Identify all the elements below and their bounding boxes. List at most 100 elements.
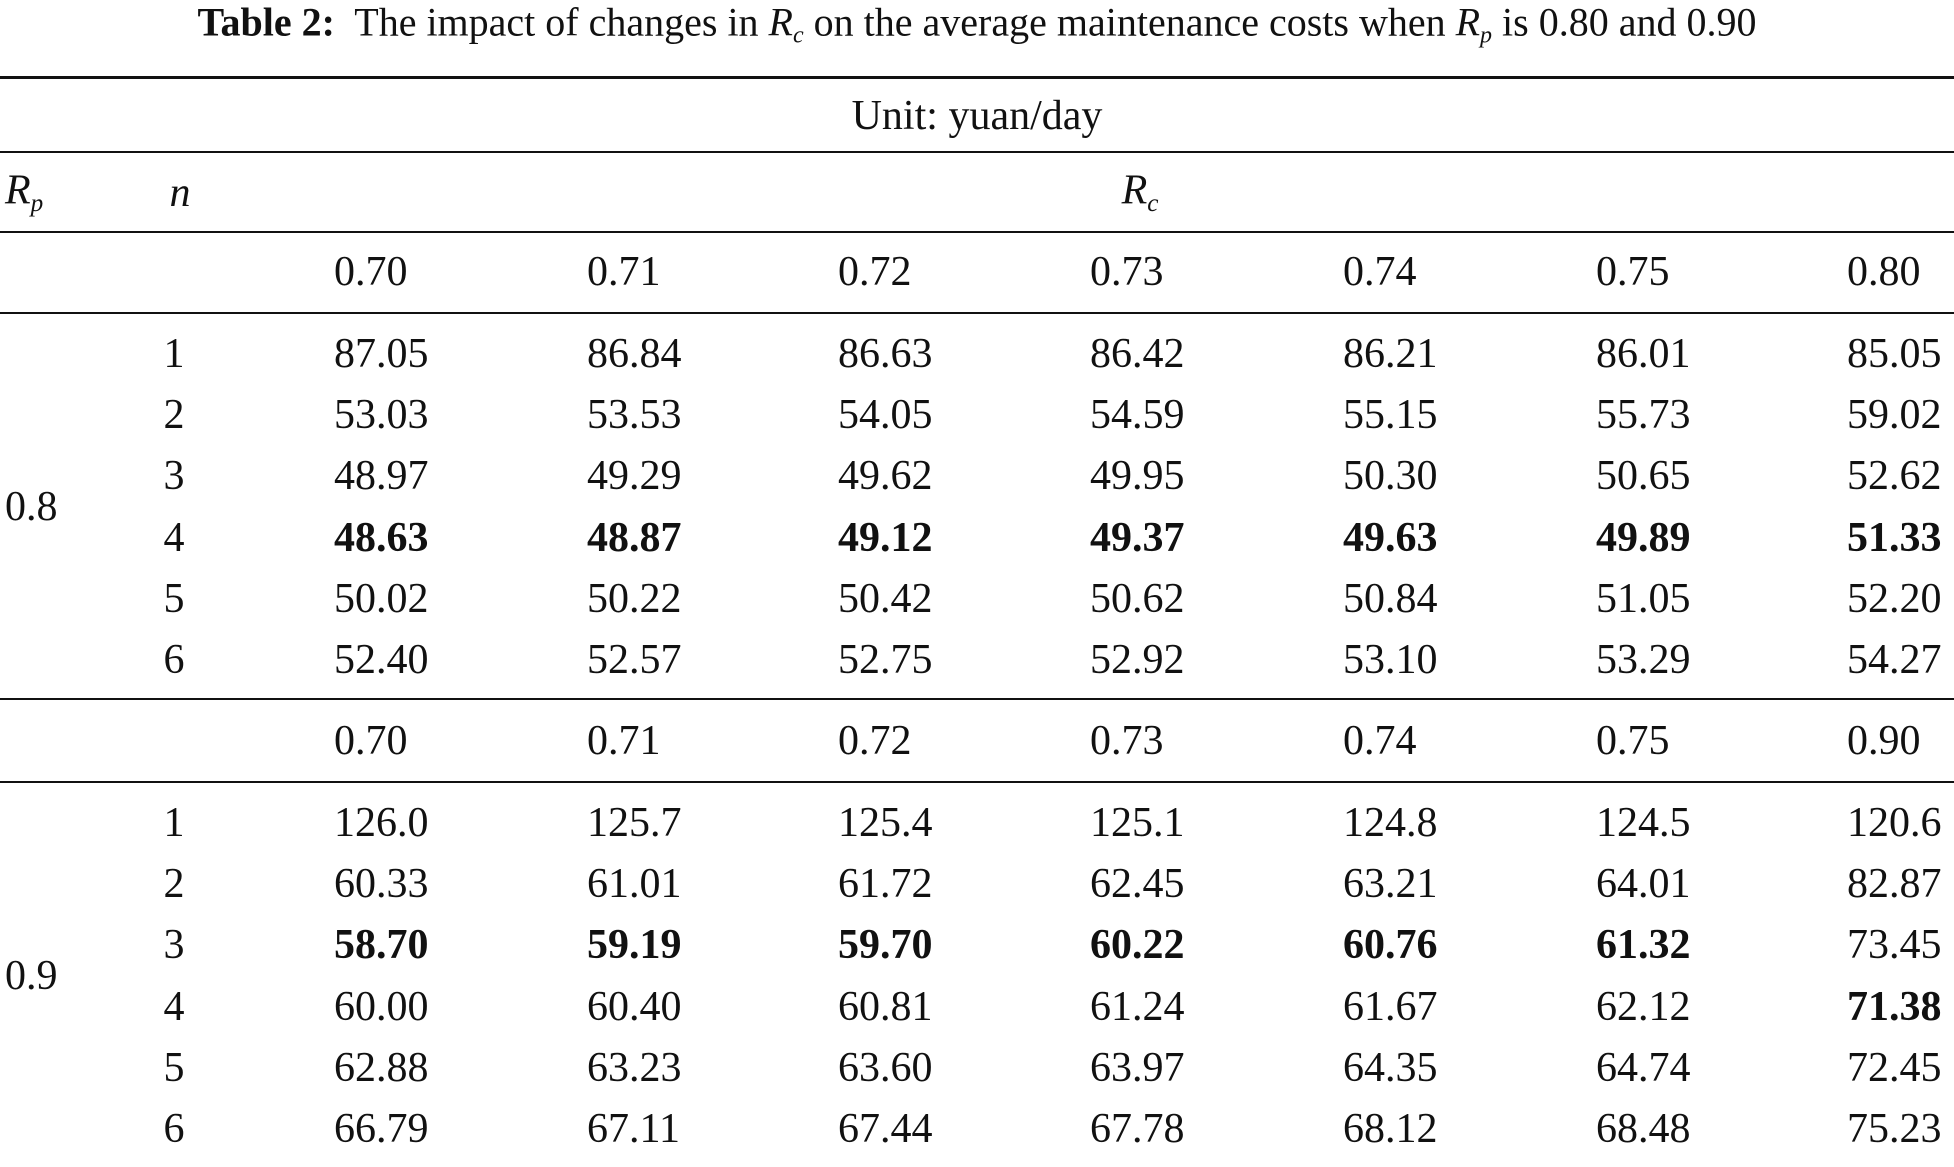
cell: 49.62 [838,453,933,500]
cell: 86.84 [587,331,682,377]
row-n: 1 [163,800,185,846]
column-header: 0.71 [587,249,661,295]
cell: 60.00 [334,983,429,1030]
cell: 64.35 [1343,1044,1438,1091]
symbol: R [5,167,31,214]
title-segment: c [792,22,804,49]
cell: 126.0 [334,800,429,846]
cell: 52.75 [838,637,933,683]
cell: 61.01 [587,861,682,908]
cell: 68.48 [1596,1106,1691,1152]
cell: 54.05 [838,392,933,439]
cell: 72.45 [1847,1044,1942,1091]
cell: 82.87 [1847,861,1942,908]
subscript: p [30,190,44,218]
rule [0,231,1954,233]
column-header: 0.90 [1847,718,1921,764]
cell: 67.11 [587,1106,680,1152]
rule [0,698,1954,700]
cell: 50.22 [587,575,682,622]
cell: 52.57 [587,637,682,683]
cell: 48.87 [587,514,682,561]
cell: 63.60 [838,1044,933,1091]
cell: 63.21 [1343,861,1438,908]
cell: 68.12 [1343,1106,1438,1152]
cell: 71.38 [1847,983,1942,1030]
cell: 60.33 [334,861,429,908]
cell: 53.53 [587,392,682,439]
cell: 61.32 [1596,922,1691,969]
cell: 51.33 [1847,514,1942,561]
row-n: 5 [163,1044,185,1091]
cell: 60.76 [1343,922,1438,969]
row-n: 3 [163,922,185,969]
rp-value: 0.9 [5,953,58,999]
cell: 86.42 [1090,331,1185,377]
cell: 63.97 [1090,1044,1185,1091]
row-n: 5 [163,575,185,622]
column-header: 0.74 [1343,718,1417,764]
cell: 125.1 [1090,800,1185,846]
cell: 85.05 [1847,331,1942,377]
row-n: 4 [163,514,185,561]
cell: 52.92 [1090,637,1185,683]
cell: 48.97 [334,453,429,500]
title-segment: The impact of changes in [354,0,769,45]
cell: 87.05 [334,331,429,377]
cell: 50.65 [1596,453,1691,500]
cell: 75.23 [1847,1106,1942,1152]
row-n: 3 [163,453,185,500]
subscript: c [1147,190,1159,218]
title-label: Table 2: [197,0,335,45]
rule [0,151,1954,153]
cell: 61.24 [1090,983,1185,1030]
rc-header: Rc [1122,170,1159,217]
cell: 86.01 [1596,331,1691,377]
cell: 51.05 [1596,575,1691,622]
cell: 53.10 [1343,637,1438,683]
symbol: n [169,170,191,216]
cell: 59.02 [1847,392,1942,439]
cell: 73.45 [1847,922,1942,969]
cell: 60.81 [838,983,933,1030]
cell: 120.6 [1847,800,1942,846]
cell: 67.78 [1090,1106,1185,1152]
cell: 55.15 [1343,392,1438,439]
rule [0,76,1954,79]
cell: 59.70 [838,922,933,969]
cell: 52.40 [334,637,429,683]
unit: Unit: yuan/day [851,93,1103,139]
title-text: The impact of changes in Rc on the avera… [354,0,1756,48]
cell: 49.89 [1596,514,1691,561]
cell: 50.30 [1343,453,1438,500]
cell: 52.20 [1847,575,1942,622]
column-header: 0.72 [838,249,912,295]
table-title: Table 2: The impact of changes in Rc on … [197,0,1757,48]
title-segment: p [1480,22,1493,49]
row-n: 2 [163,861,185,908]
column-header: 0.73 [1090,249,1164,295]
cell: 49.63 [1343,514,1438,561]
cell: 86.63 [838,331,933,377]
n-header: n [170,172,191,214]
cell: 64.01 [1596,861,1691,908]
cell: 60.40 [587,983,682,1030]
rule [0,312,1954,314]
cell: 50.62 [1090,575,1185,622]
cell: 50.42 [838,575,933,622]
cell: 63.23 [587,1044,682,1091]
cell: 60.22 [1090,922,1185,969]
cell: 64.74 [1596,1044,1691,1091]
cell: 62.88 [334,1044,429,1091]
cell: 54.59 [1090,392,1185,439]
title-segment: R [1455,0,1481,45]
cell: 58.70 [334,922,429,969]
row-n: 4 [163,983,185,1030]
cell: 86.21 [1343,331,1438,377]
cell: 49.37 [1090,514,1185,561]
row-n: 2 [163,392,185,439]
cell: 125.7 [587,800,682,846]
title-segment: on the average maintenance costs when [803,0,1456,45]
cell: 49.95 [1090,453,1185,500]
cell: 124.5 [1596,800,1691,846]
